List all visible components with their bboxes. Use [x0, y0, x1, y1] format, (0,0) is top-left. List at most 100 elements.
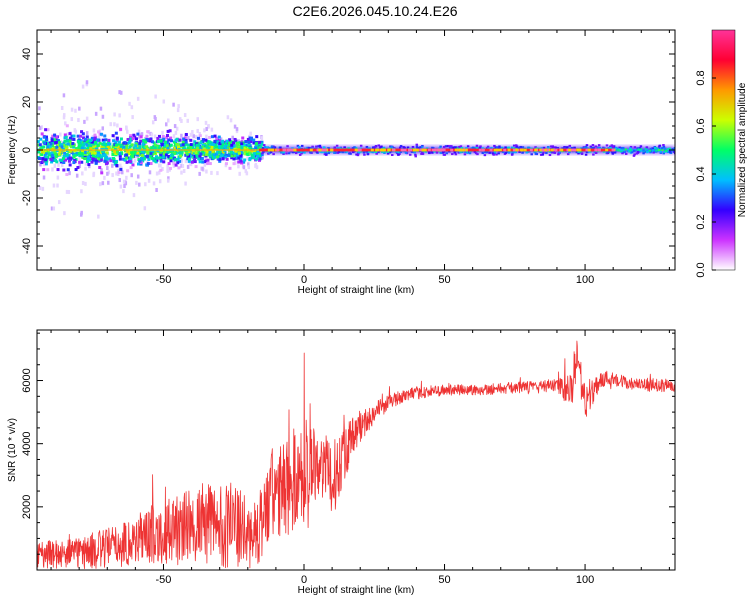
spectrogram-speck — [65, 189, 69, 194]
spectrogram-cell — [193, 154, 197, 158]
spectrogram-cell — [646, 151, 649, 154]
spectrogram-cell — [93, 151, 97, 155]
spectrogram-cell — [53, 133, 57, 137]
spectrogram-cell — [50, 151, 54, 155]
spectrogram-cell — [621, 147, 625, 150]
spectrogram-cell — [109, 159, 113, 163]
spectrogram-cell — [185, 152, 189, 156]
spectrogram-speck — [107, 180, 110, 185]
spectrogram-cell — [232, 162, 236, 166]
spectrogram-cell — [72, 161, 76, 165]
spectrogram-cell — [120, 151, 124, 155]
spectrogram-cell — [44, 158, 48, 162]
spectrogram-cell — [144, 140, 148, 144]
spectrogram-cell — [207, 147, 211, 151]
spectrogram-cell — [673, 147, 675, 150]
spectrogram-cell — [148, 154, 152, 158]
spectrogram-cell — [136, 132, 140, 136]
spectrogram-cell — [239, 159, 243, 163]
spectrogram-cell — [663, 147, 667, 150]
spectrogram-cell — [230, 154, 234, 158]
spectrogram-cell — [307, 146, 311, 149]
spectrogram-cell — [71, 152, 75, 156]
spectrogram-cell — [198, 154, 202, 158]
spectrogram-cell — [107, 138, 111, 142]
spectrogram-cell — [615, 147, 618, 150]
spectrogram-cell — [256, 151, 260, 155]
spectrogram-cell — [85, 143, 89, 147]
spectrogram-cell — [586, 151, 589, 154]
spectrogram-cell — [62, 160, 66, 164]
spectrogram-speck — [130, 105, 134, 110]
spectrogram-cell — [204, 153, 208, 157]
spectrogram-cell — [352, 151, 355, 154]
spectrogram-cell — [58, 141, 62, 145]
spectrogram-cell — [272, 145, 275, 148]
spectrogram-cell — [90, 136, 94, 140]
spectrogram-cell — [66, 142, 70, 146]
spectrogram-cell — [167, 138, 171, 142]
spectrogram-cell — [462, 148, 466, 152]
spectrogram-cell — [495, 153, 498, 156]
spectrogram-cell — [427, 148, 431, 152]
spectrogram-cell — [230, 156, 234, 160]
spectrogram-speck — [138, 182, 141, 187]
spectrogram-speck — [198, 131, 202, 136]
spectrogram-speck — [247, 162, 250, 167]
spectrogram-cell — [565, 146, 569, 149]
spectrogram-cell — [118, 154, 122, 158]
spectrogram-cell — [591, 146, 595, 149]
spectrogram-cell — [386, 150, 390, 153]
spectrogram-cell — [669, 152, 673, 155]
spectrogram-speck — [235, 127, 239, 132]
spectrogram-cell — [570, 148, 574, 152]
spectrogram-speck — [166, 164, 169, 169]
spectrogram-speck — [158, 170, 161, 175]
spectrogram-cell — [507, 148, 511, 152]
spectrogram-speck — [207, 124, 210, 129]
spectrogram-cell — [208, 154, 212, 158]
spectrogram-cell — [41, 150, 45, 154]
spectrogram-cell — [127, 141, 131, 145]
spectrogram-cell — [474, 152, 478, 155]
spectrogram-cell — [65, 152, 69, 156]
spectrogram-cell — [212, 147, 216, 151]
spectrogram-cell — [573, 146, 576, 149]
spectrogram-cell — [424, 150, 427, 153]
spectrogram-cell — [45, 135, 49, 139]
spectrogram-cell — [135, 153, 139, 157]
spectrogram-cell — [535, 147, 539, 150]
spectrogram-cell — [98, 166, 102, 170]
spectrogram-cell — [403, 146, 406, 149]
spectrogram-cell — [93, 133, 97, 137]
spectrogram-speck — [180, 158, 184, 163]
spectrogram-cell — [251, 156, 255, 160]
spectrogram-speck — [106, 166, 109, 171]
spectrogram-speck — [195, 134, 198, 139]
spectrogram-cell — [211, 149, 215, 153]
spectrogram-cell — [67, 159, 71, 163]
spectrogram-speck — [205, 134, 208, 139]
spectrogram-speck — [52, 183, 56, 188]
spectrogram-cell — [507, 151, 511, 154]
spectrogram-speck — [111, 163, 114, 168]
spectrogram-cell — [150, 146, 154, 150]
spectrogram-cell — [354, 146, 358, 149]
spectrogram-cell — [293, 148, 297, 152]
spectrogram-speck — [161, 130, 164, 135]
spectrogram-cell — [228, 138, 232, 142]
spectrogram-cell — [439, 151, 443, 154]
spectrogram-cell — [97, 157, 101, 161]
spectrogram-cell — [137, 158, 141, 162]
spectrogram-cell — [309, 150, 313, 153]
spectrogram-cell — [619, 149, 623, 152]
y-tick-label: 6000 — [21, 368, 33, 392]
spectrogram-cell — [412, 148, 416, 152]
spectrogram-speck — [201, 166, 204, 171]
spectrogram-cell — [44, 128, 48, 132]
spectrogram-cell — [138, 143, 142, 147]
spectrogram-cell — [478, 148, 482, 152]
spectrogram-cell — [148, 138, 152, 142]
spectrogram-cell — [85, 159, 89, 163]
spectrogram-speck — [128, 101, 131, 106]
